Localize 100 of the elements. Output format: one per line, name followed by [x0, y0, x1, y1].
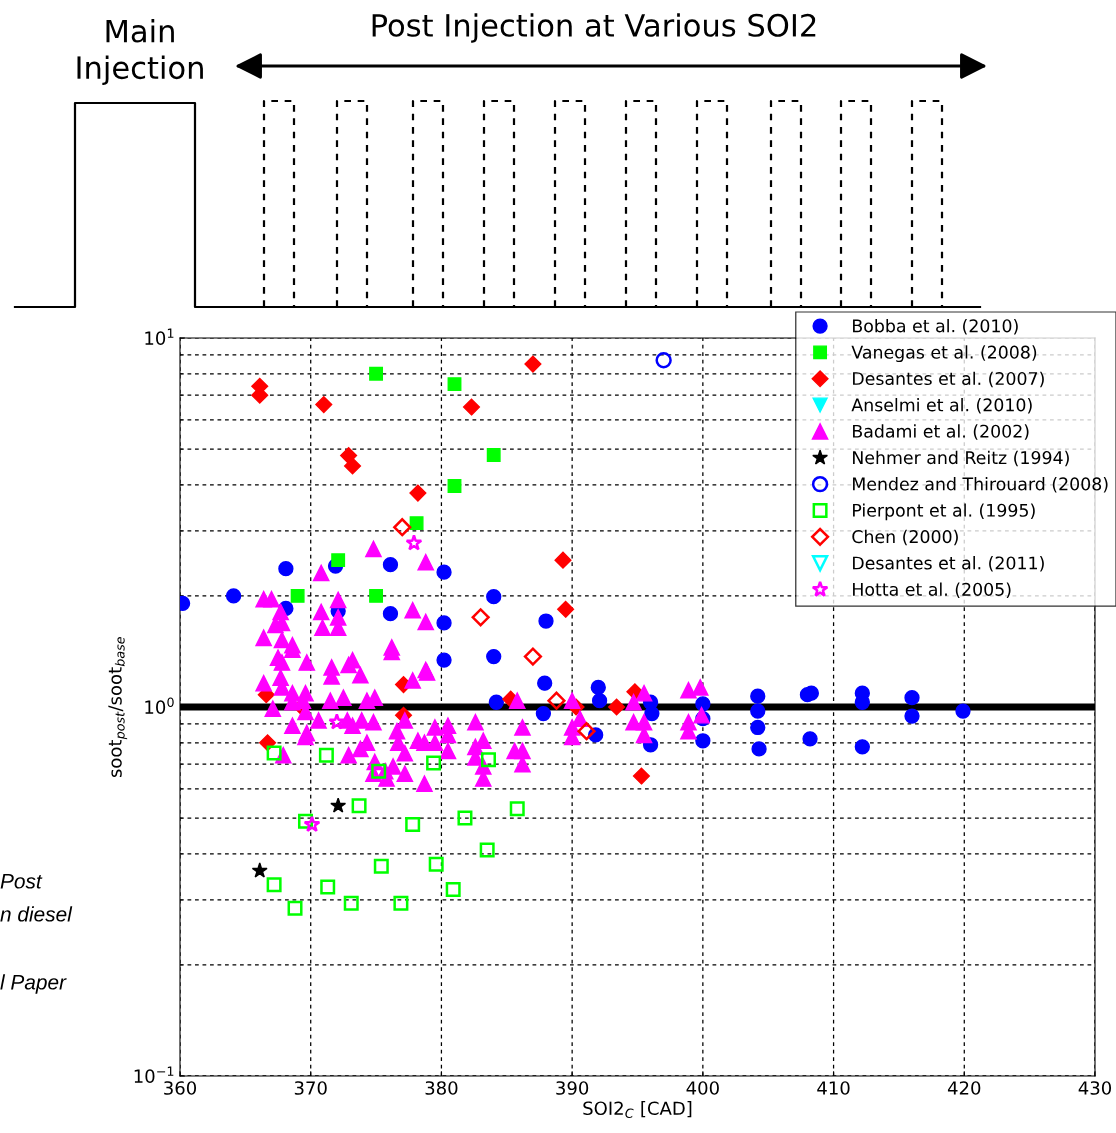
point: [486, 448, 501, 462]
point: [695, 696, 711, 712]
point: [509, 801, 525, 817]
point: [904, 708, 920, 724]
point: [750, 719, 766, 736]
point: [462, 398, 481, 416]
x-tick-label: 380: [425, 1081, 458, 1095]
point: [488, 694, 504, 710]
point: [479, 842, 495, 858]
point: [436, 564, 452, 580]
point: [318, 747, 334, 763]
point: [315, 396, 333, 414]
point: [409, 484, 427, 502]
x-axis-title: SOI2$_{C}$ [CAD]: [583, 1101, 692, 1118]
point: [405, 817, 421, 833]
point: [480, 752, 496, 768]
point: [382, 557, 399, 573]
point: [750, 703, 766, 719]
point: [266, 877, 282, 893]
text: Main Injection: [77, 18, 203, 86]
point: [523, 647, 543, 666]
point: [447, 479, 462, 493]
x-tick-label: 360: [164, 1081, 197, 1095]
point: [471, 608, 490, 627]
point: [303, 815, 321, 833]
legend-label: Pierpont et al. (1995): [853, 503, 1035, 521]
point: [351, 798, 367, 814]
legend-label: Anselmi et al. (2010): [851, 398, 1032, 414]
point: [382, 606, 399, 622]
x-tick-label: 400: [686, 1081, 719, 1095]
point: [535, 705, 552, 722]
point: [547, 691, 566, 710]
point: [486, 589, 502, 605]
legend-label: Hotta et al. (2005): [853, 582, 1011, 598]
y-axis-title: soot$_{post}$/soot$_{base}$: [108, 637, 128, 778]
point: [369, 588, 384, 603]
point: [287, 900, 303, 916]
point: [447, 377, 462, 392]
point: [328, 713, 346, 730]
point: [371, 763, 387, 779]
legend-label: Desantes et al. (2011): [853, 556, 1044, 572]
point: [632, 767, 650, 785]
point: [904, 690, 920, 706]
point: [854, 739, 870, 755]
point: [331, 553, 346, 568]
point: [537, 675, 553, 691]
point: [655, 352, 672, 369]
legend-label: Nehmer and Reitz (1994): [853, 450, 1069, 467]
legend-label: Desantes et al. (2007): [853, 371, 1044, 388]
point: [524, 355, 542, 373]
point: [343, 457, 362, 475]
text: Post: [0, 874, 43, 889]
point: [591, 693, 608, 709]
point: [557, 600, 575, 618]
point: [590, 679, 606, 696]
y-tick-label: 10$^{1}$: [145, 328, 174, 345]
point: [426, 755, 442, 771]
point: [373, 858, 389, 874]
point: [695, 733, 711, 749]
text: Post Injection at Various SOI2: [372, 13, 816, 43]
text: l Paper: [0, 974, 67, 994]
point: [457, 810, 473, 826]
point: [251, 862, 268, 878]
y-tick-label: 10$^{0}$: [145, 697, 174, 714]
x-tick-label: 390: [556, 1081, 589, 1095]
point: [486, 648, 502, 665]
legend-label: Chen (2000): [852, 529, 958, 546]
x-tick-label: 430: [1078, 1081, 1112, 1095]
point: [330, 797, 347, 813]
point: [554, 551, 572, 569]
point: [436, 652, 452, 668]
point: [266, 745, 282, 761]
point: [343, 895, 359, 911]
point: [393, 518, 412, 537]
x-tick-label: 420: [947, 1081, 981, 1095]
point: [225, 588, 242, 604]
point: [644, 705, 660, 722]
legend-label: Bobba et al. (2010): [853, 318, 1018, 335]
point: [428, 856, 444, 872]
text: n diesel: [0, 906, 73, 922]
point: [445, 882, 461, 898]
point: [405, 534, 423, 551]
x-tick-label: 370: [294, 1081, 327, 1095]
point: [290, 588, 305, 603]
point: [369, 366, 384, 381]
point: [802, 731, 818, 747]
legend-label: Badami et al. (2002): [853, 424, 1029, 440]
legend-label: Mendez and Thirouard (2008): [853, 477, 1108, 493]
point: [393, 895, 409, 911]
x-tick-label: 410: [817, 1081, 850, 1095]
point: [608, 698, 626, 716]
point: [955, 703, 971, 719]
point: [538, 613, 554, 629]
point: [750, 688, 766, 704]
point: [436, 615, 452, 631]
point: [577, 722, 596, 741]
legend-label: Vanegas et al. (2008): [851, 345, 1037, 363]
point: [320, 879, 336, 895]
point: [751, 741, 767, 757]
point: [409, 516, 424, 531]
